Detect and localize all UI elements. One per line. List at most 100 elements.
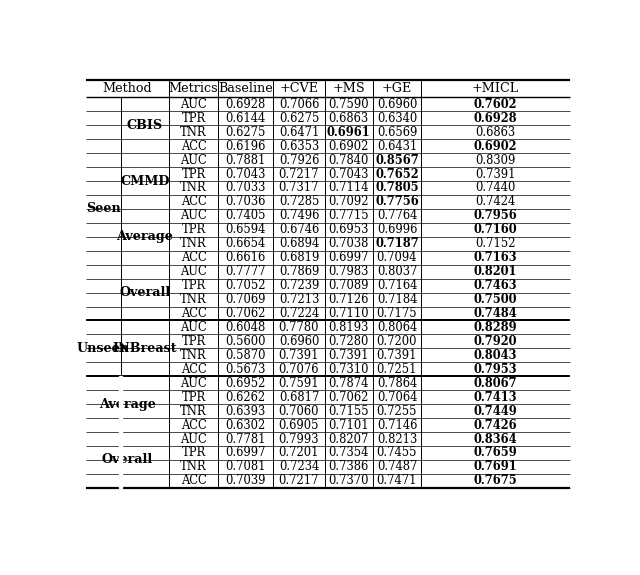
Text: 0.7255: 0.7255 [377, 405, 417, 417]
Text: TPR: TPR [182, 279, 205, 292]
Text: 0.7043: 0.7043 [328, 167, 369, 181]
Text: ACC: ACC [180, 251, 207, 264]
Text: 0.7126: 0.7126 [328, 293, 369, 306]
Text: 0.8193: 0.8193 [328, 321, 369, 334]
Text: 0.8067: 0.8067 [474, 377, 518, 390]
Text: 0.7213: 0.7213 [279, 293, 319, 306]
Text: 0.8043: 0.8043 [474, 349, 517, 362]
Text: 0.7317: 0.7317 [279, 182, 319, 194]
Text: 0.6863: 0.6863 [328, 112, 369, 125]
Text: 0.6863: 0.6863 [476, 126, 516, 139]
Text: 0.7426: 0.7426 [474, 419, 518, 432]
Text: 0.7092: 0.7092 [328, 196, 369, 208]
Text: AUC: AUC [180, 432, 207, 446]
Text: 0.7956: 0.7956 [474, 209, 518, 223]
Text: 0.7805: 0.7805 [375, 182, 419, 194]
Text: 0.7487: 0.7487 [377, 461, 417, 473]
Text: 0.7164: 0.7164 [377, 279, 417, 292]
Text: 0.7370: 0.7370 [328, 474, 369, 488]
Text: Overall: Overall [119, 286, 171, 299]
Text: 0.7463: 0.7463 [474, 279, 518, 292]
Text: +MICL: +MICL [472, 82, 519, 95]
Text: ACC: ACC [180, 419, 207, 432]
Text: 0.6594: 0.6594 [225, 223, 266, 236]
Text: Average: Average [116, 231, 173, 243]
Text: 0.7184: 0.7184 [377, 293, 417, 306]
Text: 0.8289: 0.8289 [474, 321, 518, 334]
Text: 0.7455: 0.7455 [377, 446, 417, 459]
Text: 0.6953: 0.6953 [328, 223, 369, 236]
Text: CBIS: CBIS [127, 118, 163, 132]
Text: ACC: ACC [180, 474, 207, 488]
Text: 0.6996: 0.6996 [377, 223, 417, 236]
Text: ACC: ACC [180, 140, 207, 152]
Text: 0.7777: 0.7777 [225, 265, 266, 278]
Text: 0.7064: 0.7064 [377, 390, 417, 404]
Text: 0.7405: 0.7405 [225, 209, 266, 223]
Text: 0.7756: 0.7756 [375, 196, 419, 208]
Text: 0.7920: 0.7920 [474, 335, 517, 348]
Text: 0.7066: 0.7066 [279, 98, 319, 111]
Text: 0.7201: 0.7201 [279, 446, 319, 459]
Text: 0.7869: 0.7869 [279, 265, 319, 278]
Text: 0.7781: 0.7781 [225, 432, 266, 446]
Text: AUC: AUC [180, 377, 207, 390]
Text: 0.8213: 0.8213 [377, 432, 417, 446]
Text: 0.7881: 0.7881 [225, 154, 266, 167]
Text: Overall: Overall [102, 454, 153, 466]
Text: 0.7500: 0.7500 [474, 293, 517, 306]
Text: 0.7591: 0.7591 [278, 377, 319, 390]
Text: 0.6905: 0.6905 [279, 419, 319, 432]
Text: 0.7675: 0.7675 [474, 474, 518, 488]
Text: +GE: +GE [382, 82, 412, 95]
Text: 0.8064: 0.8064 [377, 321, 417, 334]
Text: 0.6746: 0.6746 [279, 223, 319, 236]
Text: 0.7036: 0.7036 [225, 196, 266, 208]
Text: 0.7114: 0.7114 [328, 182, 369, 194]
Text: 0.7691: 0.7691 [474, 461, 518, 473]
Text: AUC: AUC [180, 98, 207, 111]
Bar [119, 376, 122, 488]
Text: ACC: ACC [180, 196, 207, 208]
Text: 0.7043: 0.7043 [225, 167, 266, 181]
Text: 0.7310: 0.7310 [328, 363, 369, 376]
Text: 0.7764: 0.7764 [377, 209, 417, 223]
Text: 0.7602: 0.7602 [474, 98, 517, 111]
Text: 0.7200: 0.7200 [377, 335, 417, 348]
Text: 0.8207: 0.8207 [328, 432, 369, 446]
Text: 0.7175: 0.7175 [376, 307, 417, 320]
Text: 0.7874: 0.7874 [328, 377, 369, 390]
Text: 0.7062: 0.7062 [328, 390, 369, 404]
Text: 0.6952: 0.6952 [225, 377, 266, 390]
Text: TPR: TPR [182, 446, 205, 459]
Text: 0.7864: 0.7864 [377, 377, 417, 390]
Text: 0.7840: 0.7840 [328, 154, 369, 167]
Text: 0.6960: 0.6960 [377, 98, 417, 111]
Text: 0.8364: 0.8364 [474, 432, 518, 446]
Text: 0.7424: 0.7424 [476, 196, 516, 208]
Text: 0.7285: 0.7285 [279, 196, 319, 208]
Text: 0.7239: 0.7239 [279, 279, 319, 292]
Text: 0.6471: 0.6471 [279, 126, 319, 139]
Text: 0.7187: 0.7187 [375, 237, 419, 250]
Text: 0.5870: 0.5870 [225, 349, 266, 362]
Text: TPR: TPR [182, 223, 205, 236]
Text: TPR: TPR [182, 112, 205, 125]
Text: 0.7094: 0.7094 [377, 251, 417, 264]
Text: 0.7076: 0.7076 [279, 363, 319, 376]
Text: ACC: ACC [180, 363, 207, 376]
Text: 0.7953: 0.7953 [474, 363, 518, 376]
Text: +MS: +MS [332, 82, 365, 95]
Text: 0.7780: 0.7780 [279, 321, 319, 334]
Text: 0.7280: 0.7280 [328, 335, 369, 348]
Text: 0.7496: 0.7496 [279, 209, 319, 223]
Text: 0.6048: 0.6048 [225, 321, 266, 334]
Text: 0.7069: 0.7069 [225, 293, 266, 306]
Text: 0.6144: 0.6144 [225, 112, 266, 125]
Text: 0.7391: 0.7391 [476, 167, 516, 181]
Text: 0.7652: 0.7652 [375, 167, 419, 181]
Text: 0.7224: 0.7224 [279, 307, 319, 320]
Text: 0.6340: 0.6340 [377, 112, 417, 125]
Text: Average: Average [99, 398, 156, 411]
Text: 0.6393: 0.6393 [225, 405, 266, 417]
